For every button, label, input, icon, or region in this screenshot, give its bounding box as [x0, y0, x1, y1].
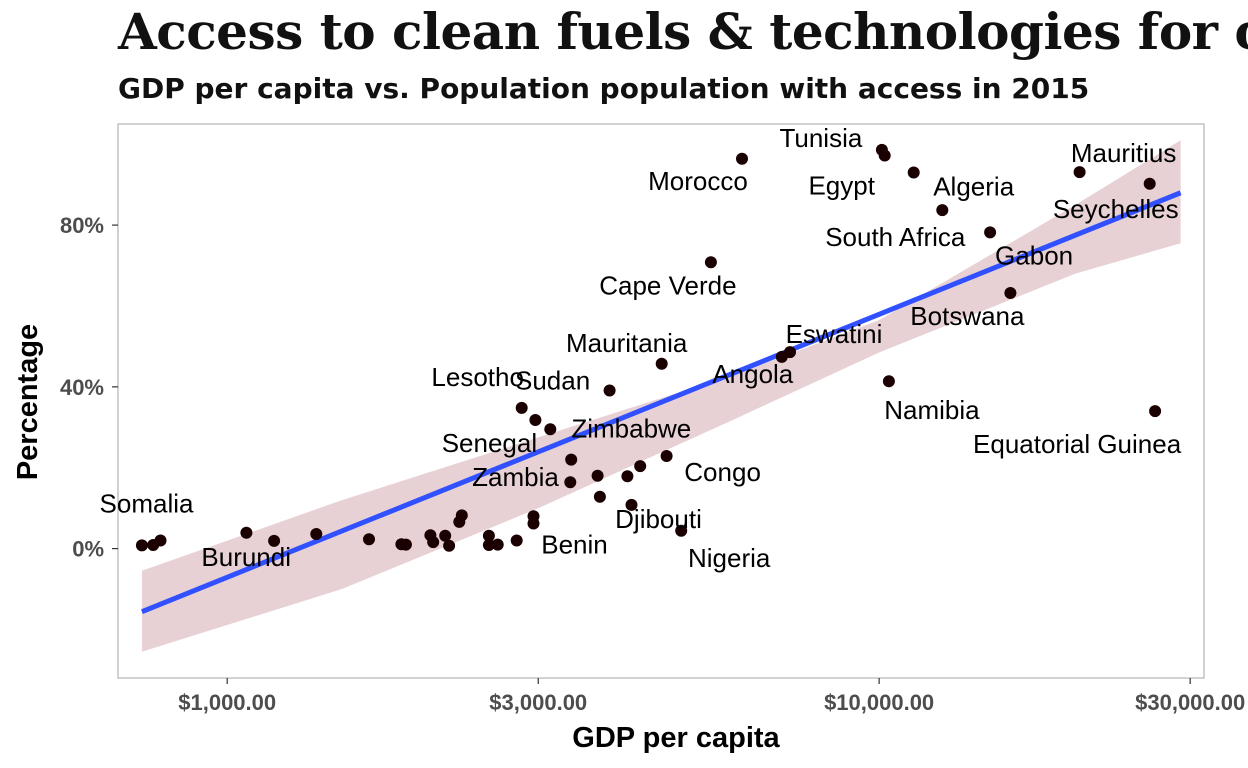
data-point: [491, 538, 504, 551]
label-algeria: Algeria: [933, 172, 1014, 202]
trend-line-layer: [141, 190, 1182, 615]
label-gabon: Gabon: [995, 240, 1073, 270]
data-point: [634, 460, 647, 473]
data-point: [591, 469, 604, 482]
data-point: [439, 529, 452, 542]
data-point: [135, 539, 148, 552]
point-seychelles: [1143, 177, 1156, 190]
point-gabon: [984, 226, 997, 239]
point-algeria: [907, 166, 920, 179]
panel-border: [117, 123, 1205, 679]
point-djibouti: [625, 498, 638, 511]
label-nigeria: Nigeria: [688, 543, 771, 573]
label-eswatini: Eswatini: [786, 319, 883, 349]
data-point: [482, 539, 495, 551]
label-mauritania: Mauritania: [566, 328, 688, 358]
point-nigeria: [675, 524, 688, 537]
x-tick-label: $1,000.00: [178, 690, 276, 715]
y-axis-ticks: 0% 40% 80%: [60, 213, 118, 562]
points-layer: [135, 143, 1162, 552]
point-cape-verde: [704, 256, 717, 269]
data-point: [399, 538, 412, 551]
confidence-band-layer: [141, 140, 1181, 652]
data-point: [268, 534, 281, 547]
y-tick-label: 40%: [60, 375, 104, 400]
point-mauritania: [655, 357, 668, 370]
label-zimbabwe: Zimbabwe: [571, 413, 691, 443]
label-equatorial-guinea: Equatorial Guinea: [973, 429, 1182, 459]
point-congo: [660, 450, 673, 462]
point-lesotho: [515, 401, 528, 414]
data-point: [427, 536, 440, 549]
data-point: [564, 476, 577, 489]
label-tunisia: Tunisia: [779, 123, 862, 153]
x-axis-ticks: $1,000.00 $3,000.00 $10,000.00 $30,000.00: [178, 678, 1245, 715]
data-point: [510, 534, 523, 547]
label-djibouti: Djibouti: [615, 504, 702, 534]
point-sudan: [603, 384, 616, 397]
label-somalia: Somalia: [100, 489, 194, 519]
label-namibia: Namibia: [884, 395, 980, 425]
label-benin: Benin: [541, 530, 608, 560]
label-congo: Congo: [684, 457, 761, 487]
label-south-africa: South Africa: [825, 222, 966, 252]
label-mauritius: Mauritius: [1071, 138, 1176, 168]
label-egypt: Egypt: [808, 171, 875, 201]
point-eswatini: [784, 346, 796, 359]
label-sudan: Sudan: [515, 366, 590, 396]
label-senegal: Senegal: [442, 428, 537, 458]
data-point: [565, 453, 578, 466]
point-burundi: [240, 526, 253, 539]
y-axis-title: Percentage: [12, 324, 44, 480]
confidence-band: [141, 140, 1181, 652]
point-zimbabwe: [544, 423, 557, 436]
x-tick-label: $10,000.00: [824, 690, 934, 715]
x-axis-title: GDP per capita: [572, 722, 780, 754]
data-point: [310, 528, 323, 540]
label-zambia: Zambia: [472, 462, 559, 492]
data-point: [621, 470, 634, 483]
point-morocco: [736, 152, 748, 165]
point-egypt: [878, 149, 891, 162]
label-seychelles: Seychelles: [1053, 194, 1179, 224]
point-namibia: [882, 375, 895, 388]
x-tick-label: $30,000.00: [1135, 690, 1245, 715]
data-point: [443, 539, 456, 552]
label-botswana: Botswana: [910, 301, 1025, 331]
point-south-africa: [936, 204, 949, 217]
trend-line: [141, 190, 1182, 615]
label-burundi: Burundi: [201, 542, 291, 572]
data-point: [455, 509, 468, 522]
point-equatorial-guinea: [1149, 405, 1162, 418]
y-tick-label: 80%: [60, 213, 104, 238]
label-lesotho: Lesotho: [431, 362, 524, 392]
data-point: [593, 490, 606, 503]
point-senegal: [529, 414, 542, 426]
label-angola: Angola: [712, 359, 793, 389]
label-morocco: Morocco: [648, 166, 748, 196]
point-mauritius: [1073, 166, 1086, 179]
point-benin: [527, 517, 540, 530]
chart-subtitle: GDP per capita vs. Population population…: [118, 72, 1090, 105]
point-botswana: [1004, 287, 1017, 299]
x-tick-label: $3,000.00: [489, 690, 587, 715]
chart-title: Access to clean fuels & technologies for…: [118, 2, 1248, 61]
label-cape-verde: Cape Verde: [599, 270, 736, 300]
data-point: [482, 529, 495, 542]
point-somalia: [154, 534, 167, 547]
data-point: [363, 533, 375, 546]
y-tick-label: 0%: [72, 537, 104, 562]
